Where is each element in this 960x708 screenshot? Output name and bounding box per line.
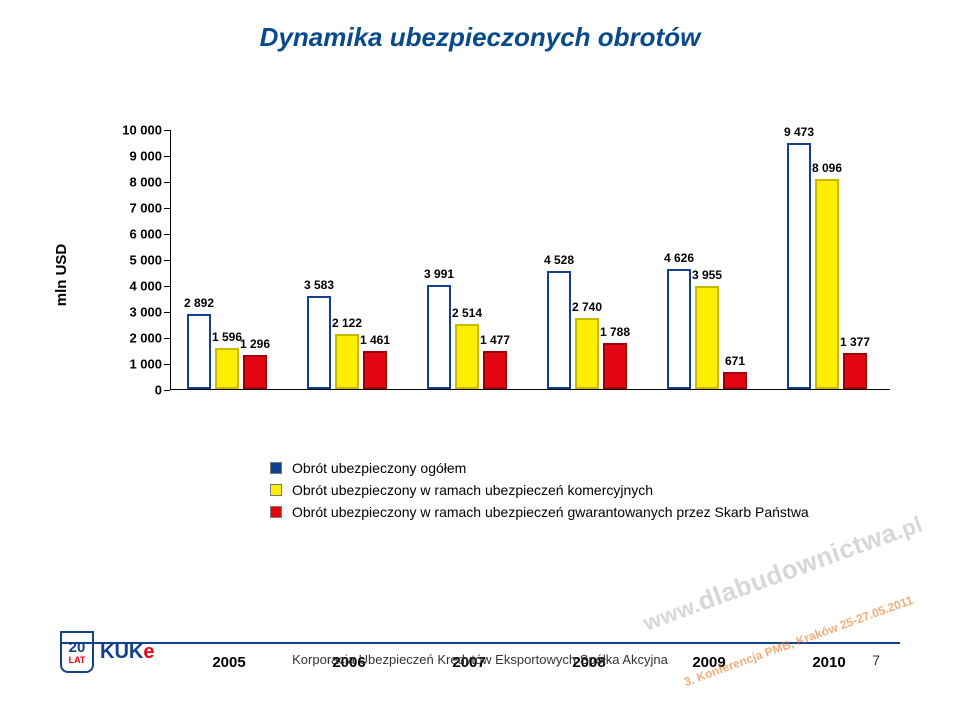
y-axis-label: mln USD <box>53 244 70 307</box>
watermark-bold: dlabudownictwa <box>694 517 901 617</box>
legend-label: Obrót ubezpieczony w ramach ubezpieczeń … <box>292 504 809 520</box>
legend-swatch-icon <box>270 484 282 496</box>
bar <box>215 348 239 389</box>
legend-item: Obrót ubezpieczony w ramach ubezpieczeń … <box>270 482 809 498</box>
legend-item: Obrót ubezpieczony w ramach ubezpieczeń … <box>270 504 809 520</box>
legend-label: Obrót ubezpieczony ogółem <box>292 460 466 476</box>
bar-value-label: 2 514 <box>442 306 492 320</box>
logo-brand: KUKe <box>100 641 154 664</box>
bar <box>723 372 747 389</box>
y-tick-label: 6 000 <box>129 227 162 242</box>
page-number: 7 <box>872 652 880 668</box>
legend-swatch-icon <box>270 506 282 518</box>
legend-swatch-icon <box>270 462 282 474</box>
y-tick-label: 0 <box>155 383 162 398</box>
bar <box>243 355 267 389</box>
bar-value-label: 2 892 <box>174 296 224 310</box>
y-tick-label: 2 000 <box>129 331 162 346</box>
bar-value-label: 671 <box>710 354 760 368</box>
bar <box>547 271 571 389</box>
bar-value-label: 2 740 <box>562 300 612 314</box>
bar-value-label: 9 473 <box>774 125 824 139</box>
logo-badge-icon: 20 LAT <box>60 631 94 673</box>
chart: mln USD 01 0002 0003 0004 0005 0006 0007… <box>85 130 905 420</box>
watermark-suffix: .pl <box>892 511 926 544</box>
bar-value-label: 1 461 <box>350 333 400 347</box>
bar-value-label: 3 955 <box>682 268 732 282</box>
bar-value-label: 1 788 <box>590 325 640 339</box>
bar <box>695 286 719 389</box>
footer-divider <box>60 642 900 644</box>
logo-years-sub: LAT <box>69 655 86 665</box>
bar-value-label: 1 477 <box>470 333 520 347</box>
y-tick-label: 3 000 <box>129 305 162 320</box>
y-tick-label: 4 000 <box>129 279 162 294</box>
logo-brand-main: KUK <box>100 641 143 663</box>
bar-value-label: 3 583 <box>294 278 344 292</box>
bar <box>307 296 331 389</box>
logo-years: 20 <box>69 640 86 655</box>
y-tick-label: 1 000 <box>129 357 162 372</box>
title-bar: Dynamika ubezpieczonych obrotów <box>165 10 795 64</box>
bar <box>483 351 507 389</box>
legend-item: Obrót ubezpieczony ogółem <box>270 460 809 476</box>
bar-value-label: 8 096 <box>802 161 852 175</box>
y-tick-label: 7 000 <box>129 201 162 216</box>
bar <box>363 351 387 389</box>
y-tick-label: 9 000 <box>129 149 162 164</box>
y-tick-label: 8 000 <box>129 175 162 190</box>
bar-value-label: 4 626 <box>654 251 704 265</box>
watermark-conference: 3. Konferencja PMB, Kraków 25-27.05.2011 <box>682 593 915 689</box>
bar <box>427 285 451 389</box>
bar-value-label: 1 296 <box>230 337 280 351</box>
page-title: Dynamika ubezpieczonych obrotów <box>260 22 701 53</box>
watermark-prefix: www. <box>640 592 704 636</box>
bar <box>815 179 839 389</box>
slide: Dynamika ubezpieczonych obrotów mln USD … <box>0 0 960 708</box>
legend-label: Obrót ubezpieczony w ramach ubezpieczeń … <box>292 482 653 498</box>
logo-brand-accent: e <box>143 641 154 663</box>
bar <box>603 343 627 389</box>
logo: 20 LAT KUKe <box>60 628 170 676</box>
y-axis: 01 0002 0003 0004 0005 0006 0007 0008 00… <box>115 130 170 390</box>
bar-value-label: 1 377 <box>830 335 880 349</box>
plot-area: 20052 8921 5961 29620063 5832 1221 46120… <box>170 130 890 390</box>
y-tick-label: 5 000 <box>129 253 162 268</box>
legend: Obrót ubezpieczony ogółem Obrót ubezpiecz… <box>270 460 809 526</box>
watermark-url: www.dlabudownictwa.pl <box>639 507 927 637</box>
bar-value-label: 4 528 <box>534 253 584 267</box>
bar <box>787 143 811 389</box>
y-tick-label: 10 000 <box>122 123 162 138</box>
bar-value-label: 3 991 <box>414 267 464 281</box>
bar-value-label: 2 122 <box>322 316 372 330</box>
bar <box>843 353 867 389</box>
bar <box>187 314 211 389</box>
bar <box>667 269 691 389</box>
